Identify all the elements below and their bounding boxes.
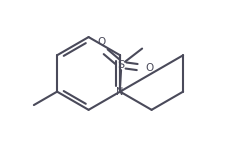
Text: N: N — [116, 87, 123, 97]
Text: S: S — [117, 60, 124, 70]
Text: O: O — [97, 37, 106, 47]
Text: O: O — [144, 63, 153, 73]
